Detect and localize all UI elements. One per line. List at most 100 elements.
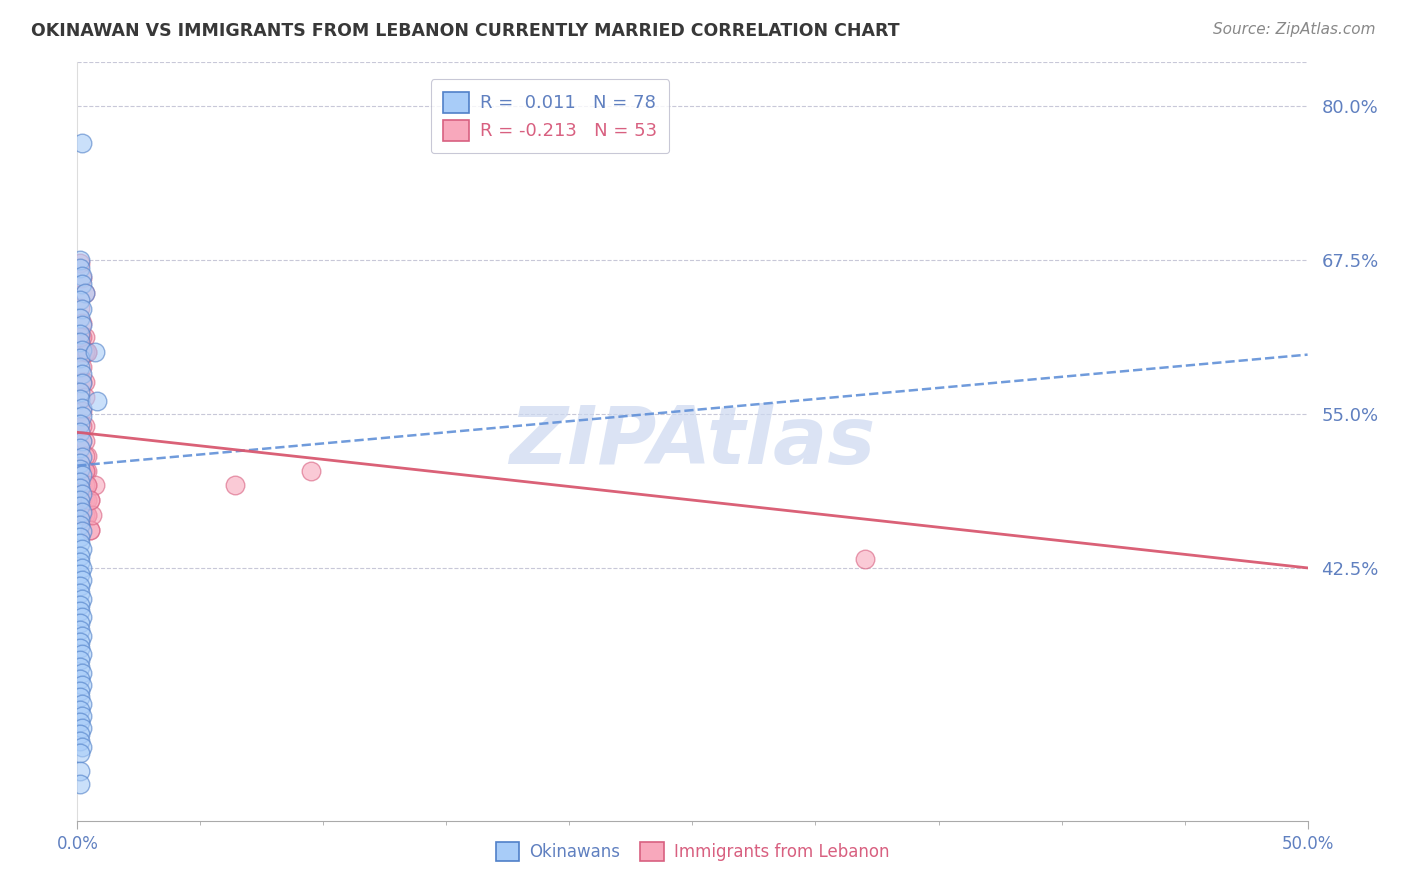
Point	[69, 777, 91, 791]
Point	[76, 478, 98, 492]
Point	[79, 523, 101, 537]
Point	[70, 478, 93, 492]
Point	[69, 330, 91, 344]
Point	[69, 653, 91, 667]
Point	[83, 345, 105, 359]
Point	[70, 301, 93, 316]
Point	[69, 604, 91, 618]
Point	[73, 285, 96, 300]
Point	[70, 610, 93, 624]
Point	[69, 511, 91, 525]
Point	[853, 552, 876, 566]
Point	[76, 493, 98, 508]
Point	[70, 268, 93, 283]
Point	[69, 530, 91, 544]
Point	[69, 463, 91, 477]
Point	[69, 335, 91, 350]
Point	[73, 375, 96, 389]
Point	[70, 573, 93, 587]
Point	[224, 478, 246, 492]
Point	[70, 434, 93, 448]
Point	[70, 271, 93, 285]
Point	[69, 659, 91, 673]
Point	[70, 376, 93, 390]
Point	[69, 475, 91, 489]
Point	[70, 629, 93, 643]
Point	[70, 678, 93, 692]
Point	[70, 508, 93, 522]
Point	[70, 647, 93, 661]
Point	[69, 536, 91, 550]
Point	[70, 375, 93, 389]
Point	[70, 359, 93, 374]
Point	[70, 697, 93, 711]
Point	[70, 487, 93, 501]
Point	[69, 252, 91, 267]
Point	[69, 567, 91, 582]
Point	[73, 493, 96, 508]
Point	[70, 721, 93, 735]
Point	[76, 345, 98, 359]
Point	[69, 425, 91, 440]
Point	[69, 301, 91, 315]
Point	[69, 641, 91, 656]
Point	[70, 450, 93, 464]
Point	[73, 463, 96, 477]
Point	[69, 256, 91, 270]
Point	[70, 401, 93, 415]
Point	[73, 390, 96, 404]
Point	[70, 136, 93, 150]
Point	[73, 449, 96, 463]
Point	[76, 493, 98, 508]
Point	[69, 517, 91, 532]
Point	[69, 384, 91, 399]
Point	[69, 549, 91, 563]
Point	[69, 462, 91, 476]
Point	[76, 345, 98, 359]
Point	[69, 733, 91, 747]
Point	[69, 598, 91, 612]
Text: ZIPAtlas: ZIPAtlas	[509, 402, 876, 481]
Point	[73, 330, 96, 344]
Legend: Okinawans, Immigrants from Lebanon: Okinawans, Immigrants from Lebanon	[488, 833, 897, 869]
Point	[70, 542, 93, 557]
Point	[76, 478, 98, 492]
Text: OKINAWAN VS IMMIGRANTS FROM LEBANON CURRENTLY MARRIED CORRELATION CHART: OKINAWAN VS IMMIGRANTS FROM LEBANON CURR…	[31, 22, 900, 40]
Point	[70, 404, 93, 418]
Point	[69, 585, 91, 599]
Point	[69, 727, 91, 741]
Point	[76, 463, 98, 477]
Point	[69, 623, 91, 637]
Point	[69, 579, 91, 593]
Point	[69, 635, 91, 649]
Point	[69, 392, 91, 406]
Point	[70, 591, 93, 606]
Point	[73, 478, 96, 492]
Point	[70, 463, 93, 477]
Point	[69, 703, 91, 717]
Point	[73, 434, 96, 448]
Point	[70, 493, 93, 508]
Point	[73, 463, 96, 477]
Point	[69, 500, 91, 514]
Point	[69, 746, 91, 760]
Point	[69, 442, 91, 456]
Point	[69, 293, 91, 308]
Point	[70, 665, 93, 680]
Point	[70, 277, 93, 292]
Point	[76, 508, 98, 522]
Point	[73, 345, 96, 359]
Point	[69, 481, 91, 495]
Point	[69, 555, 91, 569]
Point	[70, 505, 93, 519]
Point	[69, 310, 91, 325]
Point	[70, 561, 93, 575]
Point	[86, 394, 108, 409]
Point	[70, 330, 93, 344]
Point	[69, 714, 91, 729]
Point	[73, 419, 96, 434]
Point	[299, 463, 322, 477]
Point	[69, 684, 91, 698]
Point	[70, 409, 93, 424]
Point	[70, 739, 93, 754]
